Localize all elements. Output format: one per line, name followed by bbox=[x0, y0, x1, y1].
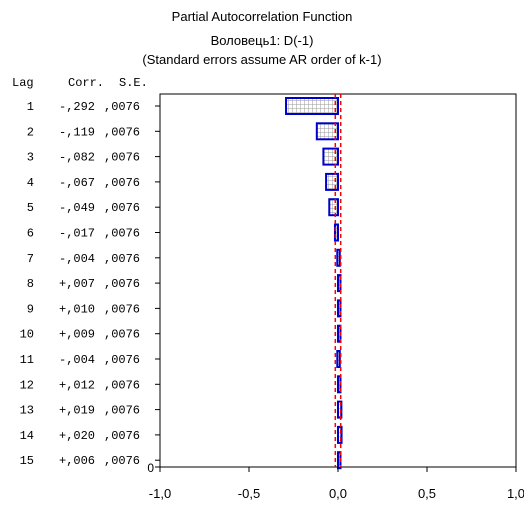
lag-label: 1 bbox=[27, 100, 34, 114]
lag-label: 12 bbox=[20, 378, 34, 392]
lag-label: 14 bbox=[20, 429, 34, 443]
se-label: ,0076 bbox=[104, 454, 140, 468]
corr-label: -,292 bbox=[59, 100, 95, 114]
corr-label: +,009 bbox=[59, 328, 95, 342]
lag-label: 13 bbox=[20, 404, 34, 418]
pacf-bar bbox=[336, 248, 341, 267]
corr-label: +,020 bbox=[59, 429, 95, 443]
x-tick-label: -1,0 bbox=[149, 486, 171, 501]
pacf-bar bbox=[336, 350, 341, 368]
pacf-bar bbox=[325, 172, 340, 191]
pacf-bar bbox=[337, 299, 342, 318]
pacf-bar bbox=[285, 97, 339, 115]
lag-label: 11 bbox=[20, 353, 34, 367]
se-label: ,0076 bbox=[104, 429, 140, 443]
corr-label: +,019 bbox=[59, 404, 95, 418]
lag-label: 8 bbox=[27, 277, 34, 291]
se-label: ,0076 bbox=[104, 100, 140, 114]
corr-label: -,004 bbox=[59, 353, 95, 367]
chart-subtitle: Воловець1: D(-1) bbox=[210, 33, 314, 48]
se-label: ,0076 bbox=[104, 378, 140, 392]
lag-label: 3 bbox=[27, 151, 34, 165]
se-label: ,0076 bbox=[104, 125, 140, 139]
corr-label: -,004 bbox=[59, 252, 95, 266]
corr-label: +,007 bbox=[59, 277, 95, 291]
se-label: ,0076 bbox=[104, 404, 140, 418]
lag-label: 2 bbox=[27, 125, 34, 139]
se-label: ,0076 bbox=[104, 328, 140, 342]
corr-label: -,049 bbox=[59, 201, 95, 215]
se-label: ,0076 bbox=[104, 353, 140, 367]
chart-note: (Standard errors assume AR order of k-1) bbox=[142, 52, 382, 67]
corr-label: +,006 bbox=[59, 454, 95, 468]
se-label: ,0076 bbox=[104, 252, 140, 266]
x-tick-label: 0,5 bbox=[418, 486, 436, 501]
y-bottom-label: 0 bbox=[147, 461, 154, 475]
pacf-bar bbox=[337, 425, 343, 444]
se-label: ,0076 bbox=[104, 176, 140, 190]
lag-label: 5 bbox=[27, 201, 34, 215]
corr-label: -,017 bbox=[59, 227, 95, 241]
x-tick-label: -0,5 bbox=[238, 486, 260, 501]
corr-label: +,010 bbox=[59, 302, 95, 316]
pacf-rows: 1 -,292 ,0076 2 -,119 ,0076 3 -,082 ,0076 4 -,067,… bbox=[20, 100, 160, 475]
pacf-bar bbox=[333, 223, 339, 242]
se-label: ,0076 bbox=[104, 277, 140, 291]
pacf-bar bbox=[322, 147, 339, 166]
x-axis: -1,0 -0,5 0,0 0,5 1,0 bbox=[149, 467, 524, 501]
lag-label: 4 bbox=[27, 176, 34, 190]
lag-label: 7 bbox=[27, 252, 34, 266]
lag-label: 9 bbox=[27, 302, 34, 316]
se-label: ,0076 bbox=[104, 201, 140, 215]
pacf-bar bbox=[328, 198, 340, 217]
pacf-bar bbox=[315, 122, 339, 141]
corr-label: +,012 bbox=[59, 378, 95, 392]
header-corr: Corr. bbox=[68, 76, 104, 90]
pacf-bars bbox=[285, 97, 343, 470]
header-se: S.E. bbox=[119, 76, 148, 90]
lag-label: 10 bbox=[20, 328, 34, 342]
lag-label: 6 bbox=[27, 227, 34, 241]
chart-title: Partial Autocorrelation Function bbox=[171, 9, 353, 24]
corr-label: -,067 bbox=[59, 176, 95, 190]
header-lag: Lag bbox=[12, 76, 34, 90]
se-label: ,0076 bbox=[104, 151, 140, 165]
se-label: ,0076 bbox=[104, 302, 140, 316]
corr-label: -,082 bbox=[59, 151, 95, 165]
lag-label: 15 bbox=[20, 454, 34, 468]
x-tick-label: 1,0 bbox=[507, 486, 524, 501]
corr-label: -,119 bbox=[59, 125, 95, 139]
confidence-limits bbox=[334, 94, 342, 467]
x-tick-label: 0,0 bbox=[329, 486, 347, 501]
se-label: ,0076 bbox=[104, 227, 140, 241]
